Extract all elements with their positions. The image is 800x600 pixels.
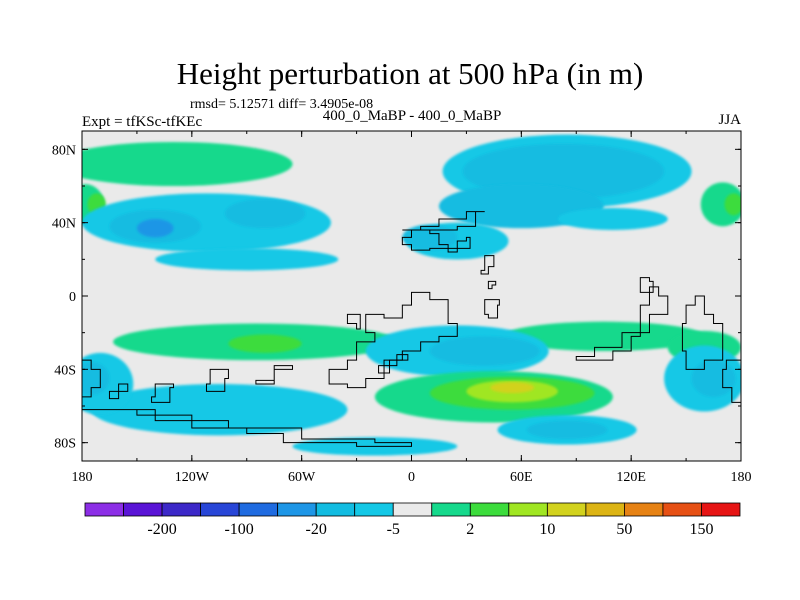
continent-outline-8 [151, 383, 175, 403]
stats-line: rmsd= 5.12571 diff= 3.4905e-08 [190, 97, 373, 112]
x-axis: 180 120W 60W 0 60E 120E 180 [72, 131, 752, 485]
colorbar-label-1: -100 [224, 521, 253, 538]
colorbar-bin-10 [469, 502, 510, 517]
experiment-label: Expt = tfKSc-tfKEc [82, 114, 202, 130]
y-tick-label-1: 40N [52, 217, 76, 232]
colorbar-bin-12 [546, 502, 587, 517]
colorbar-bin-5 [277, 502, 317, 517]
field-region-15 [557, 208, 668, 230]
colorbar-bin-1 [123, 502, 163, 517]
colorbar-bin-15 [662, 502, 702, 517]
continent-outline-13 [681, 295, 724, 370]
colorbar-bin-4 [238, 502, 279, 517]
colorbar-bin-6 [315, 502, 356, 517]
x-tick-label-3: 0 [408, 470, 415, 485]
colorbar: -200 -100 -20 -5 2 10 50 150 [84, 502, 741, 538]
x-tick-label-6: 180 [731, 470, 752, 485]
map-area [81, 130, 742, 462]
field-region-3 [700, 182, 741, 227]
y-tick-label-4: 80S [54, 437, 76, 452]
x-tick-label-0: 180 [72, 470, 93, 485]
field-region-24 [429, 336, 540, 366]
colorbar-bin-8 [392, 502, 433, 517]
colorbar-bin-13 [585, 502, 625, 517]
continent-outline-12 [575, 286, 669, 361]
chart-title: Height perturbation at 500 hPa (in m) [177, 56, 644, 91]
period-label: 400_0_MaBP - 400_0_MaBP [323, 108, 502, 124]
continent-outline-5 [346, 313, 361, 330]
colorbar-bin-3 [200, 502, 240, 517]
continent-outline-3 [328, 291, 458, 389]
continent-outline-15 [639, 277, 654, 293]
season-label: JJA [718, 112, 741, 128]
colorbar-bin-11 [508, 502, 548, 517]
field-region-32 [526, 420, 608, 440]
y-tick-label-2: 0 [69, 290, 76, 305]
continent-outline-2 [480, 255, 495, 275]
continent-outlines [82, 211, 741, 447]
field-region-18 [228, 334, 302, 353]
y-tick-label-3: 40S [54, 363, 76, 378]
continent-outline-9 [108, 383, 129, 400]
x-tick-label-5: 120E [616, 470, 646, 485]
field-region-22 [82, 362, 110, 395]
continent-outline-14 [722, 359, 741, 406]
colorbar-bin-2 [161, 502, 201, 517]
y-axis: 80N 40N 0 40S 80S [52, 143, 741, 452]
field-region-10 [136, 219, 174, 238]
colorbar-bin-9 [431, 502, 471, 517]
continent-outline-1 [401, 229, 471, 253]
field-region-14 [402, 224, 458, 251]
colorbar-label-0: -200 [147, 521, 176, 538]
colorbar-bin-0 [84, 502, 124, 517]
field-region-0 [82, 142, 293, 186]
field-region-30 [490, 382, 535, 394]
x-tick-label-2: 60W [288, 470, 316, 485]
x-tick-label-1: 120W [175, 470, 210, 485]
colorbar-bin-7 [354, 502, 394, 517]
colorbar-bin-14 [624, 502, 664, 517]
colorbar-label-7: 150 [689, 521, 713, 538]
continent-outline-17 [487, 280, 497, 290]
field-region-26 [691, 360, 736, 397]
colorbar-label-3: -5 [387, 521, 400, 538]
field-region-11 [224, 198, 306, 229]
continent-outline-10 [82, 409, 412, 447]
continent-outline-7 [205, 368, 229, 392]
continent-outline-4 [378, 354, 409, 374]
colorbar-label-5: 10 [539, 521, 555, 538]
x-tick-label-4: 60E [510, 470, 533, 485]
colorbar-label-4: 2 [466, 521, 474, 538]
contour-fields [82, 134, 741, 456]
field-region-17 [503, 321, 705, 352]
continent-outline-11 [82, 359, 101, 398]
continent-outline-0 [402, 211, 485, 231]
field-region-12 [155, 248, 339, 271]
continent-outline-6 [255, 365, 294, 385]
colorbar-label-2: -20 [306, 521, 327, 538]
colorbar-bin-16 [701, 502, 741, 517]
field-region-4 [724, 193, 741, 216]
y-tick-label-0: 80N [52, 143, 76, 158]
continent-outline-16 [484, 299, 500, 319]
colorbar-label-6: 50 [616, 521, 632, 538]
